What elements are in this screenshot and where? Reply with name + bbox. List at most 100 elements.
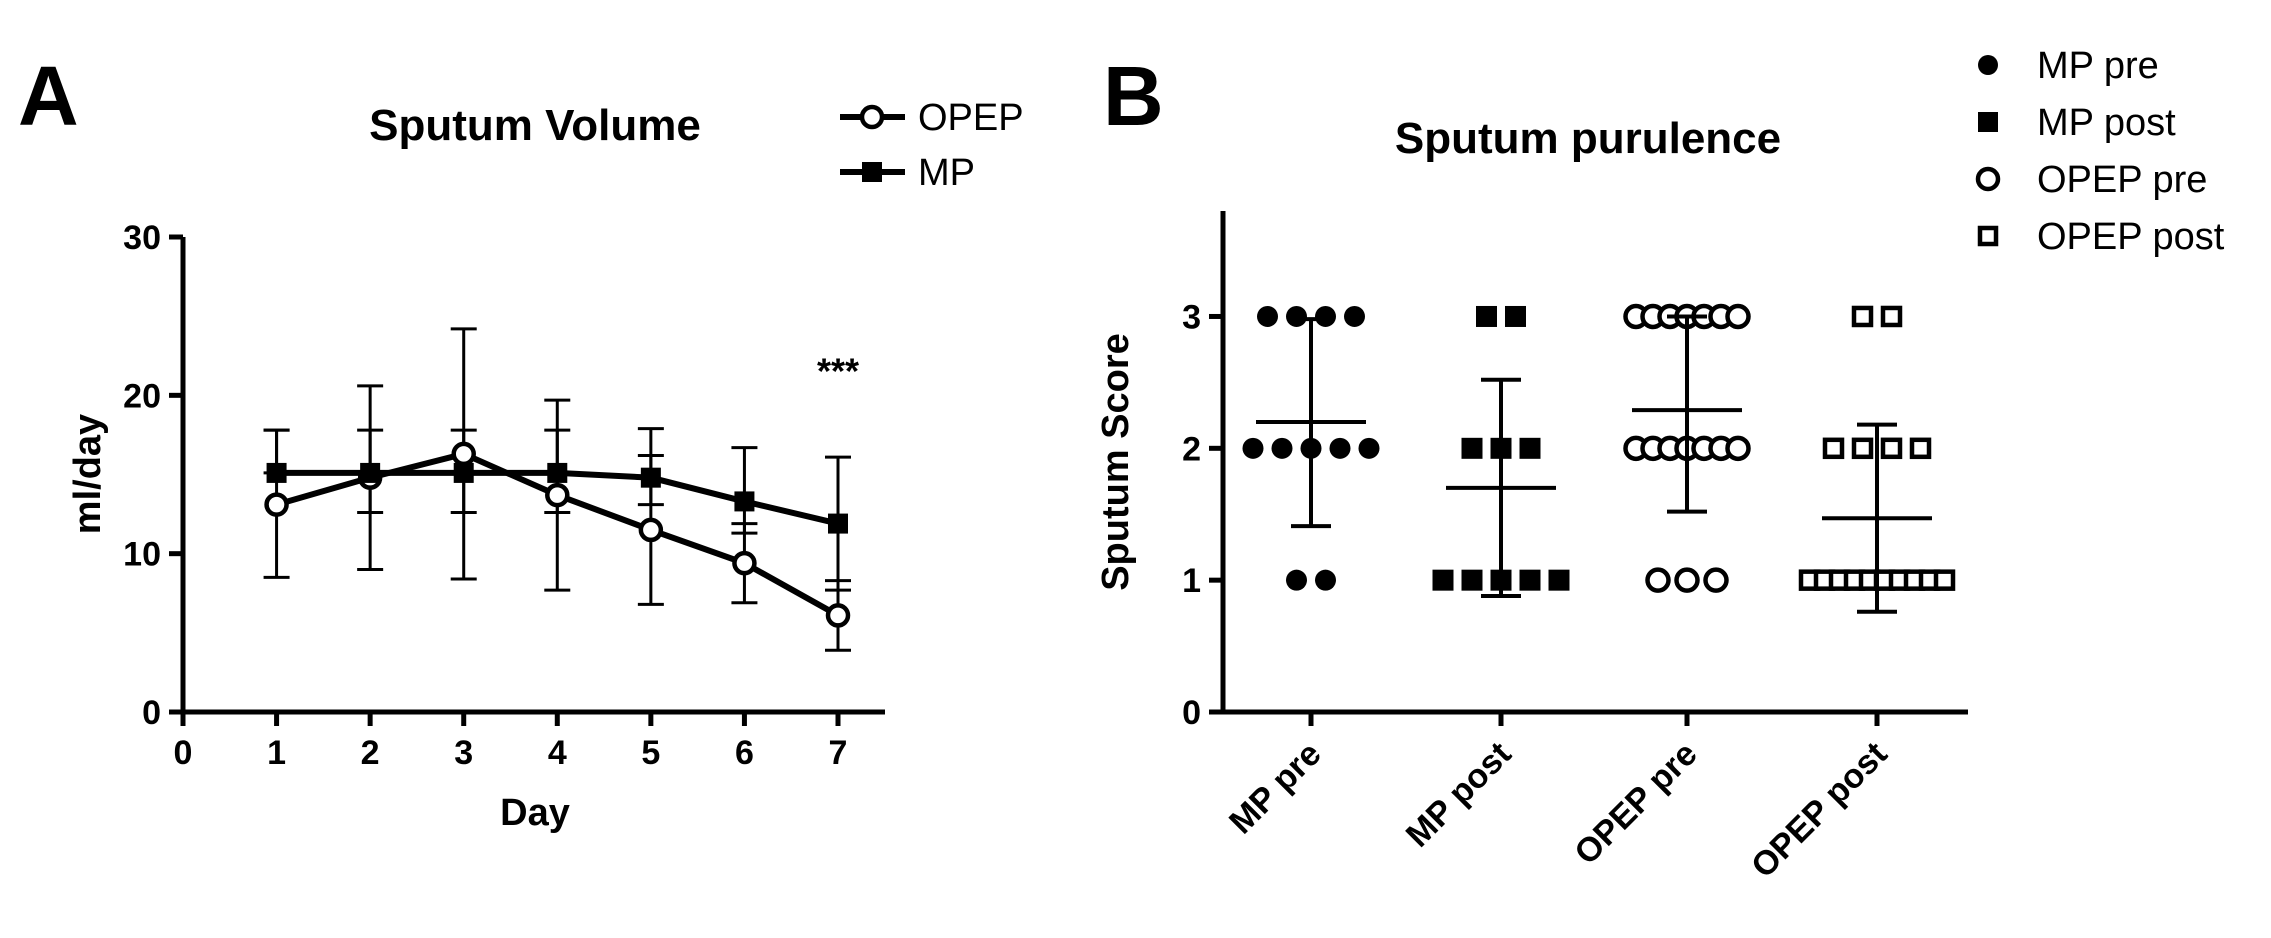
chart-b-title: Sputum purulence [1395, 114, 1781, 163]
data-point [1329, 437, 1351, 459]
chart-a-y-label: ml/day [67, 414, 109, 534]
legend-label: OPEP post [2037, 216, 2225, 258]
data-point [1315, 305, 1336, 327]
series-opep-point [638, 517, 664, 543]
data-point [1344, 305, 1365, 327]
legend-label: MP [918, 152, 975, 194]
y-tick-label: 0 [142, 694, 161, 732]
x-tick-label: 2 [361, 734, 380, 772]
legend-marker [1977, 225, 1999, 247]
data-point [1851, 437, 1874, 460]
series-mp-point [266, 462, 287, 483]
y-tick-label: 20 [123, 377, 161, 415]
data-point [1822, 437, 1845, 460]
series-opep-point [451, 441, 476, 467]
data-point [1880, 437, 1903, 460]
data-point [1286, 569, 1307, 591]
data-point [1851, 305, 1874, 328]
x-tick-label: 0 [174, 734, 193, 772]
legend-marker [1978, 112, 1998, 132]
data-point [1725, 435, 1751, 462]
data-point [1880, 305, 1903, 328]
legend-entry-opep-post: OPEP post [1977, 216, 2225, 258]
chart-a-legend: OPEP MP [840, 97, 1024, 194]
data-point [1242, 437, 1264, 459]
x-tick-label: MP pre [1222, 735, 1329, 842]
series-mp-point [828, 513, 848, 534]
data-point [1725, 303, 1751, 330]
x-tick-label: MP post [1399, 735, 1519, 855]
x-tick-label: 1 [267, 734, 286, 772]
legend-entry-opep-pre: OPEP pre [1975, 159, 2207, 201]
chart-b-legend: MP pre MP post OPEP pre OPEP post [1975, 45, 2225, 258]
chart-b-y-label: Sputum Score [1095, 333, 1137, 591]
legend-label: MP pre [2037, 45, 2159, 87]
data-point [1432, 569, 1454, 591]
x-tick-label: 7 [829, 734, 848, 772]
y-tick-label: 30 [123, 219, 161, 257]
data-point [1461, 437, 1483, 459]
data-point [1286, 305, 1307, 327]
series-opep-point [825, 603, 851, 628]
chart-b-y-ticks: 0 1 2 3 [1182, 298, 1223, 732]
chart-a-plot-area: *** [263, 327, 859, 652]
x-tick-label: 6 [735, 734, 754, 772]
data-point [1703, 567, 1729, 593]
chart-a-title: Sputum Volume [369, 101, 701, 150]
series-opep-point [732, 550, 757, 576]
group-mp-post [1432, 305, 1570, 598]
chart-b-x-ticks: MP pre MP post OPEP pre OPEP post [1222, 712, 1895, 885]
legend-entry-mp-post: MP post [1978, 102, 2176, 144]
group-opep-post [1798, 305, 1956, 614]
y-tick-label: 1 [1182, 562, 1201, 600]
y-tick-label: 0 [1182, 694, 1201, 732]
x-tick-label: 5 [641, 734, 660, 772]
data-point [1519, 437, 1541, 459]
data-point [1645, 567, 1671, 593]
y-tick-label: 2 [1182, 430, 1201, 468]
data-point [1674, 567, 1700, 593]
group-opep-pre [1623, 303, 1751, 593]
data-point [1271, 437, 1293, 459]
legend-entry-mp-pre: MP pre [1978, 45, 2159, 87]
group-mp-pre [1242, 305, 1380, 591]
legend-marker [1978, 55, 1998, 75]
legend-entry-opep: OPEP [840, 97, 1024, 139]
data-point [1505, 305, 1526, 327]
legend-label: OPEP [918, 97, 1024, 139]
series-mp-point [453, 462, 474, 483]
data-point [1461, 569, 1483, 591]
series-mp-point [734, 491, 755, 512]
data-point [1519, 569, 1541, 591]
data-point [1909, 437, 1932, 460]
chart-a-x-ticks: 0 1 2 3 4 5 6 7 [174, 712, 848, 772]
y-tick-label: 3 [1182, 298, 1201, 336]
significance-annotation: *** [817, 351, 859, 392]
legend-entry-mp: MP [840, 152, 975, 194]
y-tick-label: 10 [123, 536, 161, 574]
data-point [1358, 437, 1380, 459]
data-point [1476, 305, 1497, 327]
chart-a-x-label: Day [500, 792, 570, 834]
series-mp-point [547, 462, 568, 483]
panel-label-b: B [1103, 49, 1164, 143]
data-point [1548, 569, 1570, 591]
series-mp-point [640, 467, 661, 488]
x-tick-label: 4 [548, 734, 567, 772]
chart-b-plot-area [1242, 303, 1956, 614]
x-tick-label: OPEP post [1744, 735, 1895, 886]
legend-marker [862, 162, 882, 182]
data-point [1933, 569, 1956, 591]
chart-a-y-ticks: 0 10 20 30 [123, 219, 183, 732]
x-tick-label: OPEP pre [1567, 735, 1704, 872]
x-tick-label: 3 [454, 734, 473, 772]
data-point [1315, 569, 1336, 591]
series-opep-point [545, 482, 570, 508]
legend-label: OPEP pre [2037, 159, 2207, 201]
legend-marker [859, 104, 885, 130]
data-point [1257, 305, 1278, 327]
legend-marker [1975, 166, 2001, 192]
series-opep-point [264, 492, 289, 517]
legend-label: MP post [2037, 102, 2176, 144]
